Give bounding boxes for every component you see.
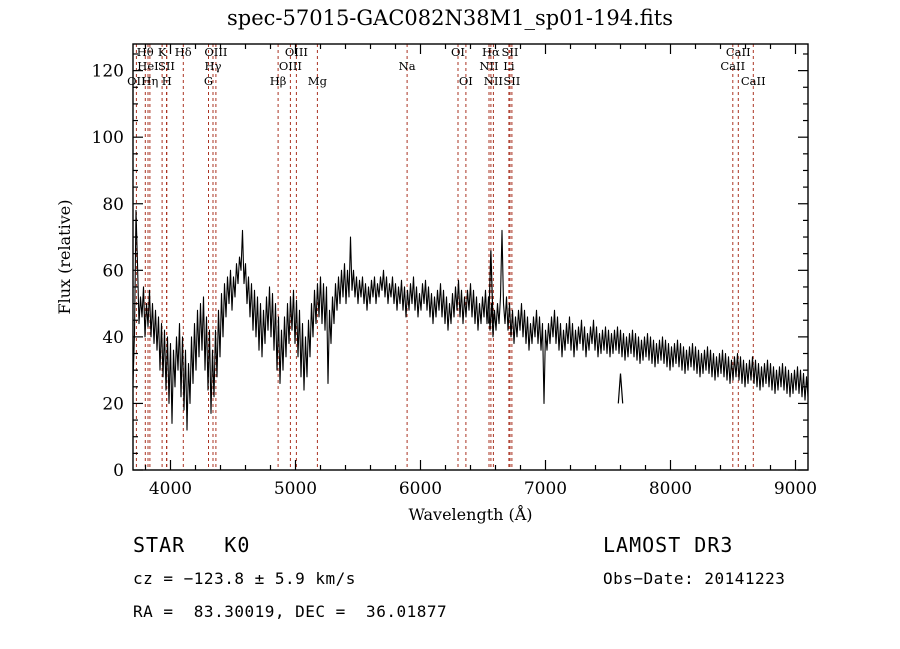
spectral-line-label-Na: Na: [399, 59, 416, 73]
plot-frame: [132, 43, 809, 471]
x-tick-label: 7000: [524, 479, 567, 499]
spectral-line-label-SII: SII: [158, 59, 175, 73]
spectral-line-label-OIII: OIII: [279, 59, 302, 73]
x-axis-title: Wavelength (Å): [408, 504, 532, 524]
y-tick-label: 60: [102, 261, 124, 281]
spectral-line-label-Mg: Mg: [308, 74, 328, 88]
spectral-line-label-HeI: HeI: [137, 59, 158, 73]
object-class-text: STAR K0: [133, 533, 251, 557]
spectral-line-label-SII: SII: [502, 45, 519, 59]
spectral-line-label-K: K: [158, 45, 167, 59]
spectral-line-label-Hη: Hη: [141, 74, 158, 88]
spectrum-trace: [132, 209, 809, 431]
spectral-line-label-CaII: CaII: [720, 59, 745, 73]
y-tick-label: 0: [113, 461, 124, 481]
spectral-line-label-NII: NII: [484, 74, 503, 88]
spectral-line-label-OII: OII: [127, 74, 146, 88]
spectral-line-label-G: G: [204, 74, 213, 88]
y-axis-title: Flux (relative): [55, 200, 74, 315]
x-tick-label: 8000: [649, 479, 692, 499]
spectral-line-label-CaII: CaII: [741, 74, 766, 88]
x-tick-label: 6000: [399, 479, 442, 499]
spectral-line-label-OIII: OIII: [285, 45, 308, 59]
y-tick-label: 20: [102, 394, 124, 414]
spectral-line-label-H: H: [162, 74, 172, 88]
spectral-line-label-Hα: Hα: [482, 45, 500, 59]
y-tick-label: 40: [102, 328, 124, 348]
obs-date-text: Obs−Date: 20141223: [603, 569, 786, 588]
spectral-line-label-Hβ: Hβ: [270, 74, 287, 88]
y-tick-label: 80: [102, 195, 124, 215]
emission-spike-Hα: [488, 250, 494, 324]
page-title: spec-57015-GAC082N38M1_sp01-194.fits: [227, 6, 673, 30]
redshift-velocity-text: cz = −123.8 ± 5.9 km/s: [133, 569, 356, 588]
spectral-line-label-Hθ: Hθ: [137, 45, 154, 59]
spectral-line-markers: [135, 44, 754, 470]
x-tick-label: 4000: [149, 479, 192, 499]
spectral-line-label-CaII: CaII: [726, 45, 751, 59]
spectral-line-label-Hγ: Hγ: [205, 59, 222, 73]
emission-spike-telluric: [617, 373, 624, 404]
survey-name-text: LAMOST DR3: [603, 533, 734, 557]
spectral-line-label-Li: Li: [503, 59, 515, 73]
spectral-line-label-OI: OI: [459, 74, 473, 88]
x-tick-label: 9000: [774, 479, 817, 499]
y-tick-label: 120: [92, 62, 124, 82]
spectral-line-label-OIII: OIII: [204, 45, 227, 59]
spectral-line-label-NII: NII: [479, 59, 498, 73]
spectral-line-label-OI: OI: [451, 45, 465, 59]
spectral-line-label-Hδ: Hδ: [175, 45, 192, 59]
y-tick-label: 100: [92, 128, 124, 148]
x-tick-label: 5000: [274, 479, 317, 499]
spectral-line-label-SII: SII: [503, 74, 520, 88]
coordinates-text: RA = 83.30019, DEC = 36.01877: [133, 602, 448, 621]
